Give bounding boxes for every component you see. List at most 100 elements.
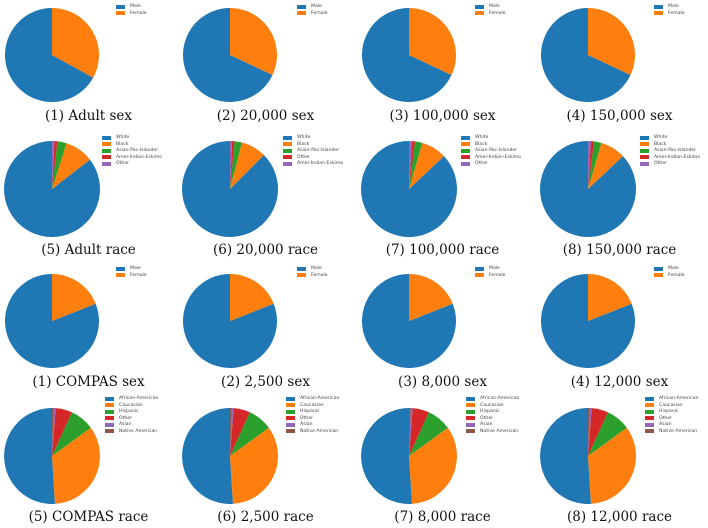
legend-label: Female <box>489 10 506 16</box>
legend-entry: Hispanic <box>105 409 158 415</box>
pie-chart-panel: White Black Asian-Pac-Islander Amer-Indian-… <box>354 132 531 264</box>
legend-swatch <box>461 155 470 160</box>
legend-label: Asian-Pac-Islander <box>116 148 159 154</box>
legend-entry: Asian <box>645 422 698 428</box>
legend-label: Caucasian <box>119 402 143 408</box>
legend-entry: Other <box>461 161 521 167</box>
pie-slice-male <box>183 8 273 102</box>
chart-legend: Male Female <box>116 266 147 279</box>
legend-label: Hispanic <box>119 409 139 415</box>
legend-swatch <box>645 403 654 408</box>
pie-slice-asian <box>588 408 592 456</box>
chart-caption: (4) 12,000 sex <box>570 374 669 390</box>
legend-label: White <box>297 135 311 141</box>
legend-swatch <box>475 266 484 271</box>
chart-legend: Male Female <box>297 4 328 17</box>
pie-slice-male <box>361 274 456 368</box>
pie-slice-asian <box>230 408 234 456</box>
pie-chart <box>183 7 278 102</box>
legend-label: Black <box>475 141 488 147</box>
legend-label: Amer-Indian-Eskimo <box>116 154 163 160</box>
pie-slice-other <box>52 408 72 456</box>
pie-slice-white <box>4 141 101 237</box>
legend-entry: Black <box>102 141 162 147</box>
legend-swatch <box>286 422 295 427</box>
pie-slice-female <box>52 8 100 78</box>
legend-entry: Hispanic <box>466 409 519 415</box>
pie-slice-hispanic <box>52 412 91 456</box>
pie-chart-panel: Male Female (1) Adult sex <box>0 0 177 132</box>
pie-slice-other <box>409 140 413 189</box>
legend-swatch <box>640 155 649 160</box>
legend-entry: Male <box>475 266 506 272</box>
legend-swatch <box>102 148 111 153</box>
legend-swatch <box>645 429 654 434</box>
legend-swatch <box>286 409 295 414</box>
legend-entry: Native American <box>645 428 698 434</box>
pie-slice-female <box>52 274 96 321</box>
pie-slice-other <box>52 141 55 189</box>
pie-slice-other <box>588 408 608 456</box>
legend-entry: Other <box>466 415 519 421</box>
pie-chart-panel: African-American Caucasian Hispanic Other As… <box>177 396 354 528</box>
legend-entry: Hispanic <box>286 409 339 415</box>
legend-swatch <box>283 135 292 140</box>
chart-caption: (8) 150,000 race <box>562 242 677 258</box>
pie-chart <box>362 7 457 102</box>
pie-chart <box>540 140 637 237</box>
legend-label: Male <box>130 266 141 272</box>
pie-chart <box>4 274 99 368</box>
pie-slice-other <box>230 408 250 456</box>
pie-slice-asian-pac-islander <box>52 141 67 189</box>
legend-label: African-American <box>119 396 159 402</box>
pie-slice-white <box>181 141 278 237</box>
legend-label: Asian <box>119 422 132 428</box>
legend-swatch <box>654 273 663 278</box>
pie-slice-asian-pac-islander <box>230 141 242 189</box>
legend-swatch <box>283 161 292 166</box>
pie-slice-caucasian <box>409 427 457 504</box>
legend-swatch <box>286 416 295 421</box>
legend-label: African-American <box>300 396 340 402</box>
pie-chart <box>182 274 277 368</box>
chart-legend: Male Female <box>654 4 685 17</box>
legend-entry: Other <box>640 161 700 167</box>
legend-entry: Asian <box>286 422 339 428</box>
legend-swatch <box>283 155 292 160</box>
legend-label: Amer-Indian-Eskimo <box>475 154 522 160</box>
legend-label: Male <box>311 4 322 10</box>
legend-swatch <box>297 4 306 9</box>
pie-chart-panel: White Black Asian-Pac-Islander Amer-Indian-… <box>0 132 177 264</box>
legend-label: Male <box>668 4 679 10</box>
legend-entry: African-American <box>105 396 158 402</box>
legend-label: Black <box>654 141 667 147</box>
legend-label: Native American <box>119 428 158 434</box>
legend-swatch <box>102 142 111 147</box>
pie-slice-white <box>540 141 637 237</box>
pie-slice-amer-indian-eskimo <box>230 141 233 189</box>
pie-slice-african-american <box>361 408 413 504</box>
pie-slice-african-american <box>182 408 234 504</box>
legend-swatch <box>640 161 649 166</box>
pie-slice-female <box>409 7 457 76</box>
chart-legend: Male Female <box>475 266 506 279</box>
legend-swatch <box>116 273 125 278</box>
legend-swatch <box>286 396 295 401</box>
legend-entry: Male <box>297 266 328 272</box>
legend-entry: Asian-Pac-Islander <box>461 148 521 154</box>
legend-entry: Amer-Indian-Eskimo <box>283 161 343 167</box>
legend-label: Other <box>116 161 130 167</box>
legend-entry: White <box>640 135 700 141</box>
legend-label: Female <box>489 272 506 278</box>
legend-label: Native American <box>480 428 519 434</box>
legend-swatch <box>105 422 114 427</box>
chart-caption: (7) 100,000 race <box>385 242 500 258</box>
pie-slice-native-american <box>52 407 54 456</box>
legend-entry: Amer-Indian-Eskimo <box>640 154 700 160</box>
chart-legend: Male Female <box>116 4 147 17</box>
pie-slice-asian <box>409 408 413 456</box>
pie-slice-black <box>588 142 623 189</box>
legend-label: Male <box>130 4 141 10</box>
legend-label: Male <box>668 266 679 272</box>
pie-chart-panel: African-American Caucasian Hispanic Other As… <box>531 396 708 528</box>
